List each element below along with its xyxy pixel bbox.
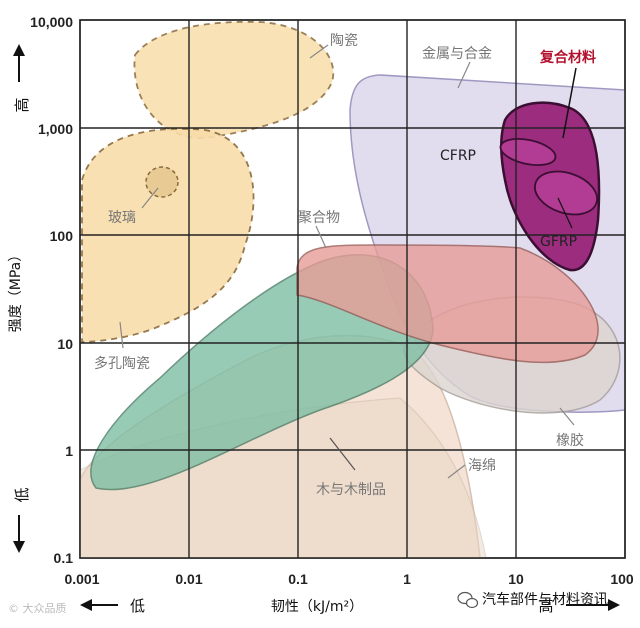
y-tick-label: 1 — [65, 443, 73, 459]
x-axis-low-label: 低 — [130, 597, 145, 615]
region-label: GFRP — [540, 234, 577, 250]
y-axis-low-label: 低 — [13, 487, 31, 502]
y-axis-title: 强度（MPa） — [8, 248, 24, 332]
region-label: 陶瓷 — [330, 33, 358, 49]
y-tick-labels: 10,000 1,000 100 10 1 0.1 — [30, 14, 73, 566]
material-regions — [80, 20, 625, 558]
x-tick-label: 0.1 — [288, 571, 308, 587]
y-tick-label: 0.1 — [54, 550, 74, 566]
footer: © 大众品质 汽车部件与材料资讯 — [8, 591, 608, 615]
region-label: 木与木制品 — [316, 482, 386, 498]
region-cfrp — [499, 137, 557, 167]
x-axis-annotations: 低 韧性（kJ/m²） 高 — [80, 597, 620, 615]
y-axis-high-arrowhead — [13, 44, 25, 56]
region-glass — [145, 166, 179, 198]
x-axis-high-label: 高 — [538, 597, 553, 615]
y-axis-low-arrowhead — [13, 541, 25, 553]
y-tick-label: 10 — [57, 336, 73, 352]
x-axis-title: 韧性（kJ/m²） — [271, 599, 363, 615]
region-label: 海绵 — [468, 457, 496, 474]
x-tick-label: 10 — [508, 571, 524, 587]
wechat-icon — [457, 591, 479, 609]
region-label: 多孔陶瓷 — [94, 355, 150, 372]
x-tick-labels: 0.001 0.01 0.1 1 10 100 — [64, 571, 633, 587]
region-label: 橡胶 — [556, 432, 584, 449]
region-polymers — [296, 244, 599, 364]
region-label: 聚合物 — [298, 210, 340, 226]
x-tick-label: 0.01 — [175, 571, 202, 587]
x-tick-label: 0.001 — [64, 571, 99, 587]
y-axis-high-label: 高 — [13, 97, 31, 112]
y-tick-label: 10,000 — [30, 14, 73, 30]
region-ceramics — [133, 20, 335, 139]
brand-name: 汽车部件与材料资讯 — [482, 591, 608, 608]
x-tick-label: 1 — [403, 571, 411, 587]
y-tick-label: 1,000 — [38, 121, 73, 137]
y-axis-annotations: 高 强度（MPa） 低 — [8, 44, 31, 553]
y-tick-label: 100 — [50, 228, 74, 244]
x-axis-low-arrowhead — [80, 599, 92, 611]
x-tick-label: 100 — [610, 571, 634, 587]
watermark-left: © 大众品质 — [8, 601, 67, 615]
region-gfrp — [534, 170, 598, 216]
region-labels: 陶瓷 玻璃 多孔陶瓷 金属与合金 复合材料 CFRP GFRP 聚合物 木与木制… — [94, 33, 596, 498]
region-label: 玻璃 — [108, 209, 136, 226]
composites-label: 复合材料 — [539, 49, 596, 66]
region-label: 金属与合金 — [422, 46, 492, 62]
region-label: CFRP — [440, 148, 476, 164]
grid-lines — [80, 20, 625, 558]
x-axis-high-arrowhead — [608, 599, 620, 611]
